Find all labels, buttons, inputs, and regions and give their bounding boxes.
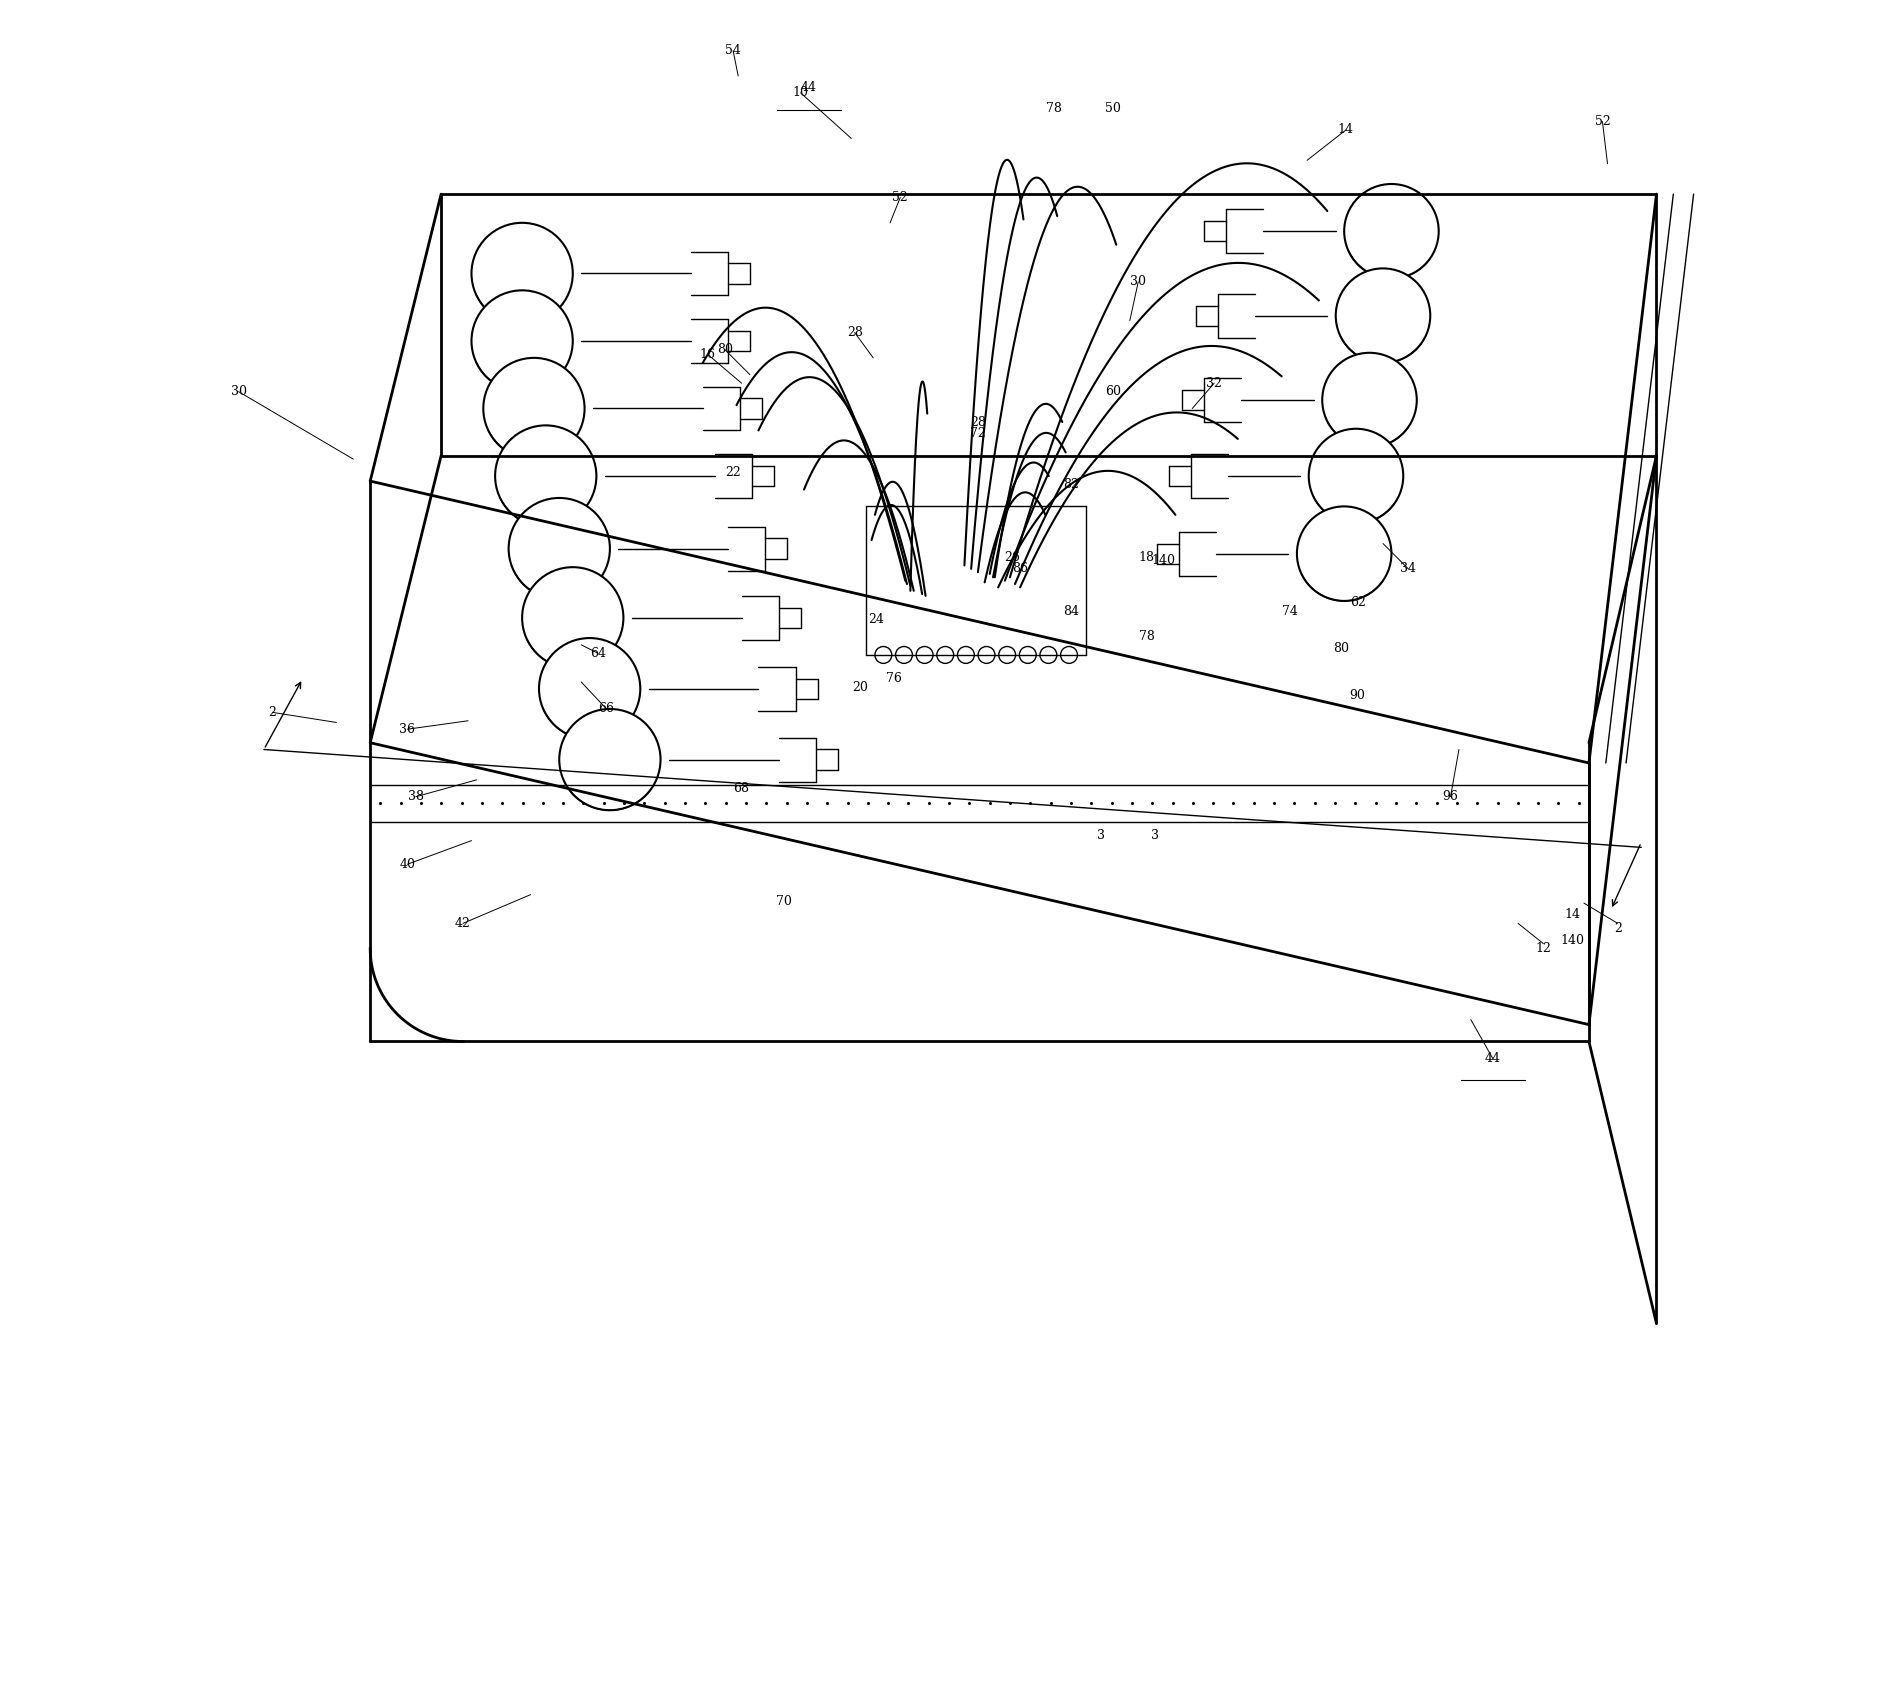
Text: 72: 72 [970, 427, 985, 441]
Text: 3: 3 [1150, 829, 1160, 842]
Text: 80: 80 [1332, 641, 1349, 655]
Text: 28: 28 [970, 415, 985, 429]
Text: 2: 2 [269, 706, 277, 719]
Text: 84: 84 [1063, 604, 1078, 618]
Text: 34: 34 [1400, 562, 1416, 576]
Text: 140: 140 [1152, 554, 1175, 567]
Text: 70: 70 [775, 895, 792, 908]
Text: 30: 30 [1129, 275, 1146, 289]
Text: 24: 24 [868, 613, 885, 626]
Text: 74: 74 [1283, 604, 1298, 618]
Text: 42: 42 [455, 917, 472, 930]
Text: 40: 40 [400, 858, 415, 871]
Text: 14: 14 [1338, 123, 1353, 137]
Text: 14: 14 [1563, 908, 1580, 922]
Text: 52: 52 [1594, 115, 1611, 128]
Text: 16: 16 [699, 348, 716, 361]
Text: 18: 18 [1139, 550, 1154, 564]
Text: 50: 50 [1105, 101, 1120, 115]
Text: 90: 90 [1349, 689, 1366, 702]
Text: 78: 78 [1046, 101, 1061, 115]
Circle shape [1309, 429, 1404, 523]
Text: 3: 3 [1097, 829, 1105, 842]
Text: 22: 22 [726, 466, 741, 479]
Circle shape [472, 223, 572, 324]
Circle shape [508, 498, 610, 599]
Circle shape [538, 638, 641, 739]
Circle shape [483, 358, 584, 459]
Text: 32: 32 [1207, 376, 1222, 390]
Text: 78: 78 [1139, 630, 1154, 643]
Text: 76: 76 [885, 672, 902, 685]
Text: 28: 28 [847, 326, 862, 339]
Text: 2: 2 [1615, 922, 1622, 935]
Text: 30: 30 [231, 385, 246, 398]
Circle shape [495, 425, 597, 527]
Text: 60: 60 [1105, 385, 1122, 398]
Text: 80: 80 [716, 343, 733, 356]
Circle shape [472, 290, 572, 392]
Circle shape [559, 709, 661, 810]
Text: 86: 86 [1012, 562, 1029, 576]
Text: 10: 10 [792, 86, 809, 100]
Text: 96: 96 [1442, 790, 1459, 803]
Text: 64: 64 [589, 647, 606, 660]
Circle shape [523, 567, 623, 668]
Text: 66: 66 [599, 702, 614, 716]
Text: 44: 44 [802, 81, 817, 95]
Text: 38: 38 [407, 790, 424, 803]
Text: 82: 82 [1063, 478, 1078, 491]
Text: 68: 68 [733, 782, 750, 795]
Circle shape [1336, 268, 1431, 363]
Text: 44: 44 [1484, 1052, 1501, 1065]
Circle shape [1344, 184, 1438, 279]
Text: 36: 36 [400, 722, 415, 736]
Text: 52: 52 [893, 191, 908, 204]
Text: 12: 12 [1535, 942, 1552, 955]
Circle shape [1296, 506, 1391, 601]
Text: 26: 26 [1004, 550, 1020, 564]
Text: 54: 54 [726, 44, 741, 57]
Text: 62: 62 [1349, 596, 1366, 609]
Circle shape [1323, 353, 1417, 447]
Text: 20: 20 [851, 680, 868, 694]
Text: 140: 140 [1560, 933, 1584, 947]
